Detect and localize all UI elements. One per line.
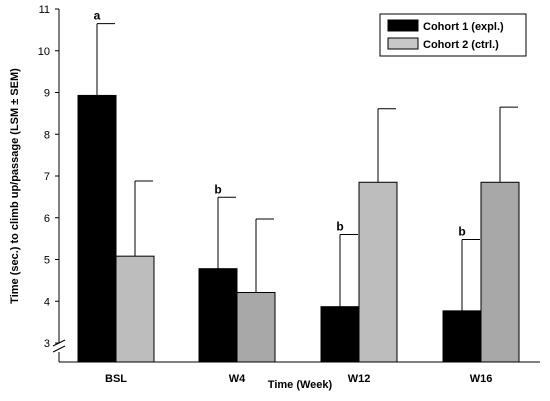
- category-label-w16: W16: [470, 373, 493, 385]
- y-axis-title: Time (sec.) to climb up/passage (LSM ± S…: [9, 68, 21, 304]
- bar-cohort-1-w4: [198, 268, 238, 363]
- y-tick-label: 4: [44, 296, 50, 308]
- x-axis-title: Time (Week): [268, 379, 333, 391]
- significance-label: a: [94, 9, 101, 23]
- significance-labels-group: a b b b: [94, 9, 466, 239]
- category-label-bsl: BSL: [105, 373, 127, 385]
- y-tick-label: 9: [44, 88, 50, 100]
- y-axis-ticks: 3 4 5 6 7 8 9 10 11: [38, 4, 59, 350]
- category-label-w12: W12: [348, 373, 371, 385]
- legend: Cohort 1 (expl.) Cohort 2 (ctrl.): [379, 13, 527, 57]
- bar-cohort-1-w12: [320, 306, 360, 363]
- legend-label-cohort-2: Cohort 2 (ctrl.): [423, 39, 499, 51]
- bar-cohort-1-bsl: [77, 94, 117, 363]
- bar-cohort-2-w16: [480, 181, 520, 363]
- y-tick-label: 10: [38, 46, 50, 58]
- bar-cohort-1-w16: [442, 310, 482, 363]
- error-bars-group: [96, 23, 518, 311]
- bar-cohort-2-bsl: [115, 255, 155, 363]
- y-tick-label: 6: [44, 213, 50, 225]
- y-tick-label: 3: [44, 338, 50, 350]
- y-tick-label: 11: [39, 4, 50, 16]
- bars-group: [77, 94, 520, 363]
- significance-label: b: [214, 182, 221, 196]
- bar-cohort-2-w4: [236, 291, 276, 363]
- bar-cohort-2-w12: [358, 181, 398, 363]
- legend-label-cohort-1: Cohort 1 (expl.): [423, 21, 504, 33]
- significance-label: b: [458, 224, 465, 238]
- axis-break-icon: [52, 339, 66, 353]
- significance-label: b: [336, 219, 343, 233]
- category-labels-group: BSL W4 W12 W16: [105, 373, 492, 385]
- legend-swatch-cohort-2: [387, 37, 419, 50]
- y-tick-label: 7: [44, 171, 50, 183]
- y-tick-label: 5: [44, 255, 50, 267]
- category-label-w4: W4: [229, 373, 246, 385]
- legend-swatch-cohort-1: [387, 19, 419, 32]
- y-tick-label: 8: [44, 129, 50, 141]
